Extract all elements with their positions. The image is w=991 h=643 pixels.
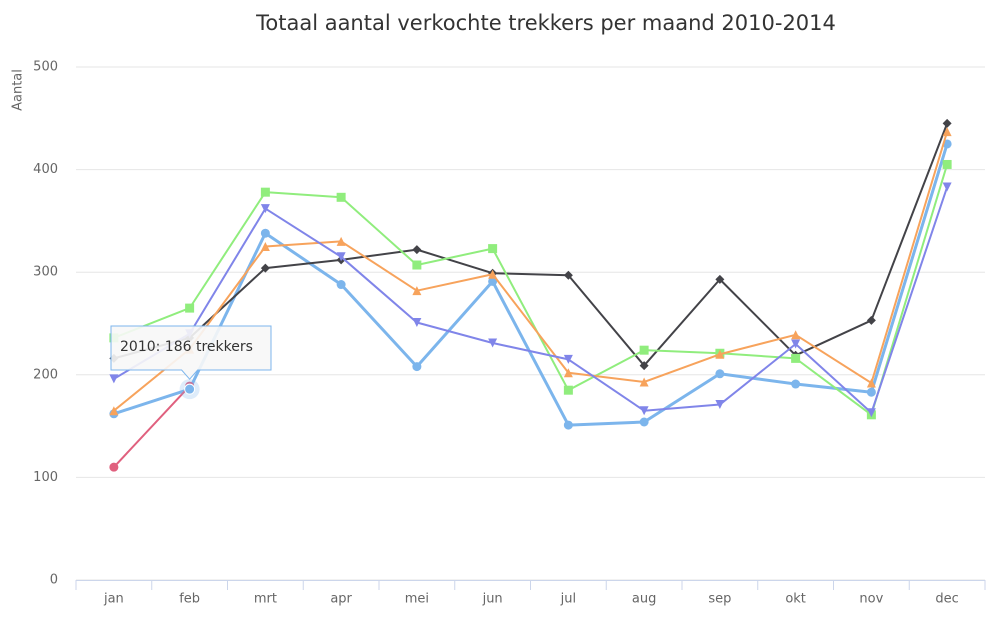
- point: [942, 182, 952, 192]
- x-tick-label: jun: [482, 592, 503, 607]
- y-tick-label: 200: [33, 367, 58, 382]
- series-line: [113, 123, 949, 367]
- x-tick-label: apr: [330, 592, 352, 607]
- tooltip-box: [110, 325, 272, 380]
- x-tick-label: jul: [560, 592, 576, 607]
- x-tick-label: nov: [859, 592, 883, 607]
- point: [412, 260, 422, 270]
- point: [866, 408, 876, 418]
- point: [715, 400, 725, 410]
- x-tick-label: mei: [405, 592, 429, 607]
- y-tick-label: 500: [33, 60, 58, 75]
- point: [791, 330, 801, 340]
- point: [639, 417, 649, 427]
- point: [412, 245, 422, 255]
- point: [639, 377, 649, 387]
- point: [185, 303, 195, 313]
- point: [639, 345, 649, 355]
- point: [488, 269, 498, 279]
- point: [791, 339, 801, 349]
- y-tick-label: 300: [33, 265, 58, 280]
- x-tick-label: mrt: [254, 592, 277, 607]
- point: [866, 315, 876, 325]
- point: [336, 192, 346, 202]
- point: [260, 204, 270, 214]
- point: [109, 462, 119, 472]
- y-tick-label: 0: [50, 573, 58, 588]
- x-tick-label: dec: [935, 592, 958, 607]
- series-line: [113, 186, 949, 414]
- point: [336, 252, 346, 262]
- point: [715, 369, 725, 379]
- y-tick-label: 400: [33, 162, 58, 177]
- point: [942, 118, 952, 128]
- y-axis-label: Aantal: [11, 69, 26, 111]
- point: [260, 263, 270, 273]
- point: [109, 374, 119, 384]
- x-tick-label: jan: [103, 592, 124, 607]
- chart-title: Totaal aantal verkochte trekkers per maa…: [255, 11, 836, 35]
- point: [866, 387, 876, 397]
- point: [715, 274, 725, 284]
- point: [563, 420, 573, 430]
- y-tick-label: 100: [33, 470, 58, 485]
- point: [942, 127, 952, 137]
- point: [563, 385, 573, 395]
- point: [260, 242, 270, 252]
- tooltip-text: 2010: 186 trekkers: [120, 339, 253, 355]
- point: [563, 368, 573, 378]
- point: [336, 236, 346, 246]
- point: [639, 406, 649, 416]
- point: [260, 187, 270, 197]
- x-tick-label: feb: [179, 592, 200, 607]
- hover-point: [184, 383, 196, 395]
- point: [715, 349, 725, 359]
- point: [866, 378, 876, 388]
- point: [488, 276, 498, 286]
- series-line: [113, 131, 949, 412]
- series-line: [113, 143, 949, 427]
- point: [791, 379, 801, 389]
- point: [412, 317, 422, 327]
- point: [563, 270, 573, 280]
- point: [336, 280, 346, 290]
- point: [109, 406, 119, 416]
- point: [488, 338, 498, 348]
- x-tick-label: aug: [632, 592, 656, 607]
- x-tick-label: sep: [708, 592, 731, 607]
- point: [791, 353, 801, 363]
- series-line: [113, 385, 191, 468]
- x-tick-label: okt: [785, 592, 806, 607]
- point: [488, 244, 498, 254]
- point: [942, 159, 952, 169]
- point: [563, 354, 573, 364]
- point: [412, 286, 422, 296]
- point: [412, 362, 422, 372]
- point: [639, 361, 649, 371]
- series-line: [113, 164, 949, 416]
- point: [260, 228, 270, 238]
